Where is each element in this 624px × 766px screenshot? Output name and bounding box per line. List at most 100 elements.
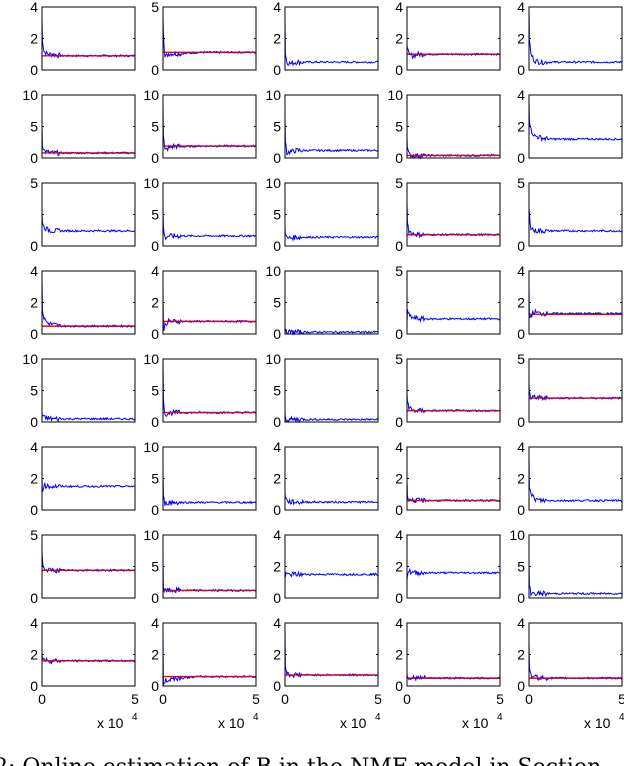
y-tick-label: 10: [265, 87, 281, 103]
y-tick-label: 2: [395, 647, 403, 663]
x-multiplier-label: x 10: [584, 715, 611, 731]
axes-frame: [41, 622, 136, 687]
y-tick-label: 4: [151, 263, 159, 279]
estimate-line: [528, 288, 623, 319]
y-tick-label: 10: [265, 263, 281, 279]
y-tick-label: 2: [151, 295, 159, 311]
y-tick-label: 0: [151, 238, 159, 254]
subplot: 0 5 10: [143, 351, 257, 430]
subplot: 0 5 10: [265, 175, 379, 254]
estimate-line: [41, 278, 136, 328]
subplot: 0 2 4: [273, 0, 379, 78]
y-tick-label: 2: [30, 647, 38, 663]
y-tick-label: 0: [151, 62, 159, 78]
y-tick-label: 0: [395, 238, 403, 254]
axes-frame: [528, 6, 623, 71]
estimate-line: [406, 673, 501, 681]
axes-frame: [162, 6, 257, 71]
estimate-line: [41, 412, 136, 423]
y-tick-label: 0: [395, 678, 403, 694]
subplot: 05: [517, 175, 623, 254]
x-multiplier-exponent: 4: [132, 712, 138, 723]
y-tick-label: 2: [273, 471, 281, 487]
estimate-line: [162, 360, 257, 417]
axes-frame: [41, 358, 136, 423]
y-tick-label: 2: [395, 559, 403, 575]
x-multiplier-label: x 10: [218, 715, 245, 731]
y-tick-label: 5: [273, 295, 281, 311]
subplot: 0 2 4: [517, 87, 623, 166]
estimate-line: [406, 203, 501, 239]
subplot: 0 2 4: [395, 527, 501, 606]
estimate-line: [528, 11, 622, 66]
y-tick-label: 5: [151, 0, 159, 15]
y-tick-label: 5: [395, 263, 403, 279]
subplot: 0 5 10: [143, 87, 257, 166]
estimate-line: [162, 469, 256, 507]
y-tick-label: 2: [30, 295, 38, 311]
x-multiplier-exponent: 4: [253, 712, 259, 723]
estimate-line: [41, 126, 136, 157]
axes-frame: [528, 534, 623, 599]
y-tick-label: 10: [143, 351, 159, 367]
axes-frame: [41, 94, 136, 159]
y-tick-label: 2: [30, 31, 38, 47]
subplot: 0 5 10: [265, 351, 379, 430]
estimate-line: [528, 640, 623, 682]
axes-frame: [406, 182, 501, 247]
y-tick-label: 10: [265, 351, 281, 367]
y-tick-label: 5: [273, 119, 281, 135]
y-tick-label: 4: [395, 439, 403, 455]
y-tick-label: 4: [517, 615, 525, 631]
y-tick-label: 5: [517, 175, 525, 191]
y-tick-label: 0: [30, 62, 38, 78]
x-tick-label: 0: [403, 691, 411, 707]
y-tick-label: 0: [151, 502, 159, 518]
estimate-line: [162, 204, 257, 241]
y-tick-label: 10: [509, 527, 525, 543]
estimate-line: [41, 213, 135, 234]
estimate-line: [528, 457, 623, 504]
y-tick-label: 0: [30, 326, 38, 342]
y-tick-label: 10: [22, 351, 38, 367]
y-tick-label: 4: [517, 263, 525, 279]
y-tick-label: 5: [151, 207, 159, 223]
axes-frame: [41, 6, 136, 71]
estimate-line: [528, 381, 622, 402]
subplot: 0 5 10: [265, 263, 379, 342]
x-multiplier-label: x 10: [462, 715, 489, 731]
axes-frame: [528, 182, 623, 247]
axes-frame: [41, 270, 136, 335]
subplot: 0 5 10: [509, 527, 623, 606]
x-tick-label: 0: [281, 691, 289, 707]
y-tick-label: 0: [395, 590, 403, 606]
y-tick-label: 0: [151, 590, 159, 606]
estimate-line: [406, 136, 500, 160]
y-tick-label: 5: [30, 527, 38, 543]
y-tick-label: 0: [517, 150, 525, 166]
y-tick-label: 4: [395, 615, 403, 631]
panels: 0240502402402405100510051005100240505100…: [22, 0, 624, 731]
subplot: 0 2 4 0 5 x 10 4: [395, 615, 504, 731]
y-tick-label: 5: [517, 351, 525, 367]
y-tick-label: 5: [395, 175, 403, 191]
y-tick-label: 2: [273, 559, 281, 575]
y-tick-label: 5: [30, 383, 38, 399]
y-tick-label: 0: [151, 326, 159, 342]
y-tick-label: 0: [395, 414, 403, 430]
y-tick-label: 5: [517, 559, 525, 575]
subplot: 0 2 4 0 5 x 10 4: [30, 615, 139, 731]
estimate-line: [284, 117, 379, 156]
y-tick-label: 4: [30, 439, 38, 455]
y-tick-label: 4: [517, 0, 525, 15]
x-tick-label: 5: [131, 691, 139, 707]
axes-frame: [406, 358, 501, 423]
subplot: 0 5 10: [387, 87, 501, 166]
subplot: 05: [30, 175, 136, 254]
subplot: 0 5 10: [22, 351, 136, 430]
x-tick-label: 5: [374, 691, 382, 707]
subplot: 0 2 4: [30, 263, 136, 342]
y-tick-label: 2: [273, 31, 281, 47]
y-tick-label: 5: [151, 383, 159, 399]
